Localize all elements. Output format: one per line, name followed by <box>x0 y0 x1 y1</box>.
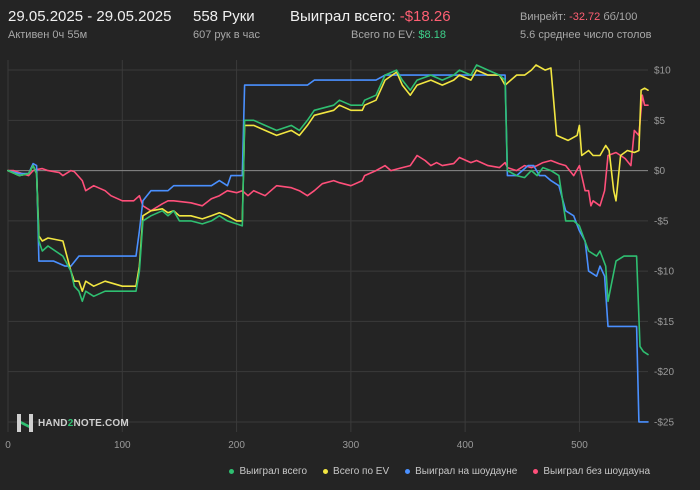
legend-label: Всего по EV <box>333 466 390 477</box>
legend-marker <box>323 469 329 474</box>
legend-item-showdown[interactable]: Выиграл на шоудауне <box>405 466 517 477</box>
y-tick-label: -$5 <box>654 216 669 227</box>
won-total-value: -$18.26 <box>399 8 451 25</box>
hands-per-hour: 607 рук в час <box>193 29 261 41</box>
hand2note-logo-text: HAND2NOTE.COM <box>38 417 129 429</box>
legend-item-won-total[interactable]: Выиграл всего <box>229 466 307 477</box>
legend-marker <box>533 469 539 474</box>
grid <box>7 60 648 432</box>
y-tick-label: -$10 <box>654 267 674 278</box>
legend-label: Выиграл на шоудауне <box>415 466 518 477</box>
y-tick-label: $5 <box>654 116 666 127</box>
x-tick-label: 500 <box>571 440 588 451</box>
x-tick-label: 400 <box>457 440 474 451</box>
x-tick-label: 100 <box>114 440 131 451</box>
hand2note-logo-icon <box>17 414 33 432</box>
winrate-unit: бб/100 <box>603 11 638 23</box>
avg-tables: 5.6 среднее число столов <box>520 29 652 41</box>
series-line-won-total <box>7 64 649 356</box>
y-axis-ticks: $10 $5 $0 -$5 -$10 -$15 -$20 -$25 <box>654 66 674 429</box>
x-tick-label: 0 <box>5 440 11 451</box>
x-axis-ticks: 0 100 200 300 400 500 <box>5 440 588 451</box>
ev-total: Всего по EV: $8.18 <box>351 29 446 41</box>
series-line-non-showdown <box>7 94 649 212</box>
ev-total-label: Всего по EV: <box>351 29 416 41</box>
y-tick-label: -$20 <box>654 367 674 378</box>
date-range[interactable]: 29.05.2025 - 29.05.2025 <box>8 8 172 25</box>
legend-item-ev-total[interactable]: Всего по EV <box>323 466 389 477</box>
hands-count: 558 Руки <box>193 8 255 25</box>
legend: Выиграл всего Всего по EV Выиграл на шоу… <box>229 466 650 477</box>
hand2note-logo: HAND2NOTE.COM <box>16 413 129 433</box>
ev-total-value: $8.18 <box>418 29 446 41</box>
x-tick-label: 300 <box>343 440 360 451</box>
stats-header: 29.05.2025 - 29.05.2025 Активен 0ч 55м 5… <box>0 0 700 48</box>
winrate: Винрейт: -32.72 бб/100 <box>520 11 637 23</box>
series-lines <box>7 64 649 423</box>
won-total: Выиграл всего: -$18.26 <box>290 8 451 25</box>
legend-item-non-showdown[interactable]: Выиграл без шоудауна <box>533 466 650 477</box>
legend-label: Выиграл всего <box>239 466 308 477</box>
series-line-showdown <box>7 74 649 423</box>
y-tick-label: -$25 <box>654 417 674 428</box>
active-time: Активен 0ч 55м <box>8 29 88 41</box>
legend-marker <box>229 469 235 474</box>
legend-label: Выиграл без шоудауна <box>543 466 650 477</box>
y-tick-label: $0 <box>654 166 666 177</box>
y-tick-label: $10 <box>654 66 671 77</box>
y-tick-label: -$15 <box>654 317 674 328</box>
winrate-value: -32.72 <box>569 11 601 23</box>
legend-marker <box>405 469 411 474</box>
winrate-label: Винрейт: <box>520 11 567 23</box>
series-line-ev-total <box>7 64 649 292</box>
profit-graph[interactable]: 0 100 200 300 400 500 $10 $5 $0 -$5 -$10 -$15 -$20 -… <box>0 48 700 458</box>
x-tick-label: 200 <box>228 440 245 451</box>
won-total-label: Выиграл всего: <box>290 8 396 25</box>
